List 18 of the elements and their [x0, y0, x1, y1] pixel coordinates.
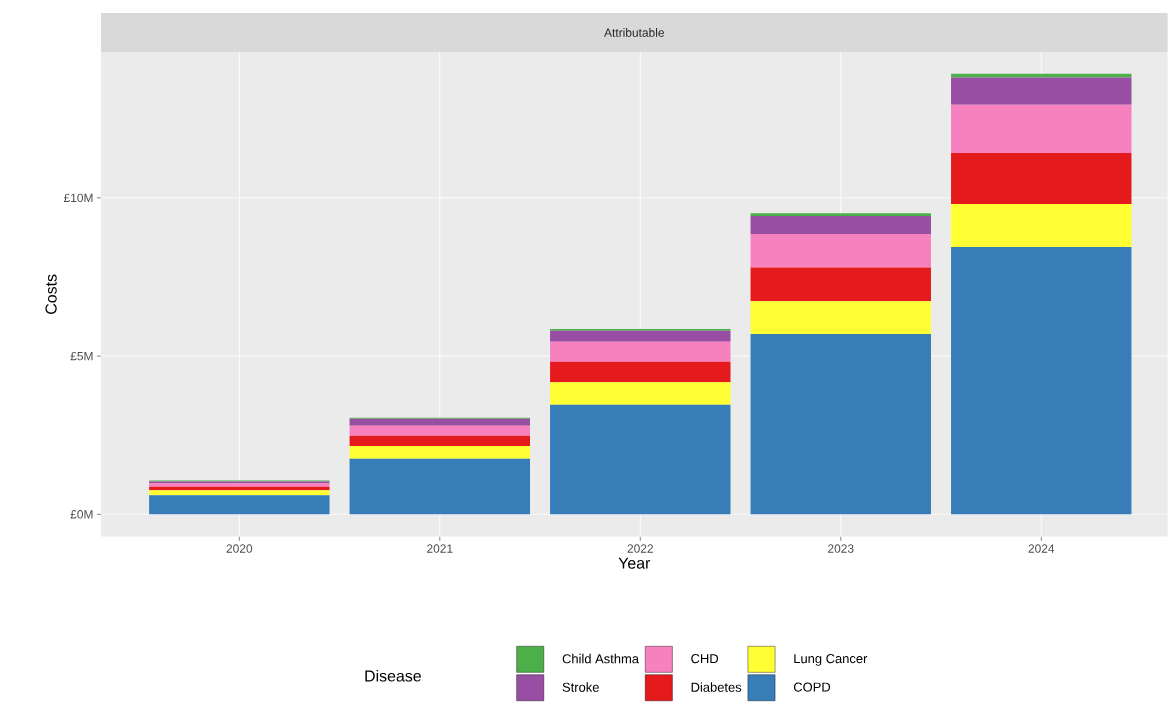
- y-axis-title: Costs: [45, 274, 57, 315]
- x-tick-label: 2024: [1028, 544, 1055, 553]
- chart-title: Attributable: [604, 28, 664, 37]
- x-axis-title: Year: [618, 557, 651, 569]
- legend-label: COPD: [793, 682, 831, 692]
- legend-label: Diabetes: [691, 682, 742, 692]
- legend-label: Stroke: [562, 682, 599, 692]
- x-tick-label: 2022: [627, 544, 653, 553]
- legend-label: Child Asthma: [562, 653, 639, 664]
- legend-title: Disease: [365, 670, 421, 682]
- legend-label: CHD: [691, 654, 719, 664]
- y-tick-label: £0M: [70, 510, 93, 519]
- x-tick-label: 2023: [828, 544, 854, 553]
- x-tick-label: 2020: [226, 544, 253, 553]
- x-tick-label: 2021: [427, 544, 453, 553]
- y-tick-label: £5M: [70, 352, 93, 361]
- y-tick-label: £10M: [63, 193, 93, 203]
- legend-label: Lung Cancer: [794, 654, 868, 666]
